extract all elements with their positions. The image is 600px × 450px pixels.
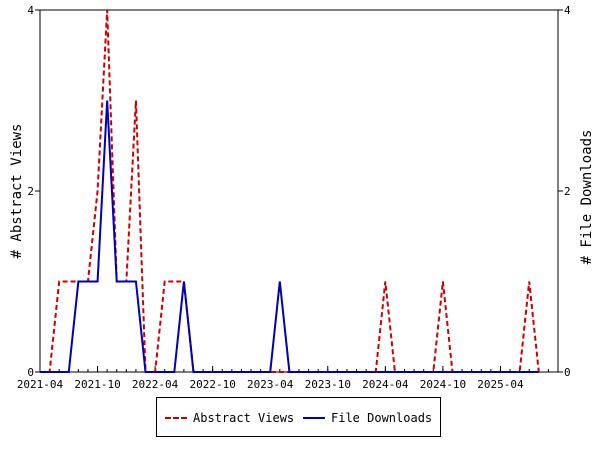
legend-item-abstract-views: Abstract Views [165, 410, 294, 426]
legend-label-abstract-views: Abstract Views [193, 411, 295, 425]
y2-tick-label: 2 [564, 185, 571, 198]
legend-swatch-file-downloads [303, 417, 325, 419]
series-line-abstract-views [40, 9, 540, 373]
x-tick-label: 2021-04 [17, 378, 64, 391]
x-tick-label: 2024-04 [362, 378, 409, 391]
x-tick-label: 2024-10 [420, 378, 466, 391]
x-tick-label: 2025-04 [477, 378, 524, 391]
x-tick-label: 2022-04 [132, 378, 179, 391]
y-tick-label: 2 [27, 185, 34, 198]
y-tick-label: 4 [27, 4, 34, 17]
legend: Abstract Views File Downloads [156, 397, 441, 437]
y2-tick-label: 4 [564, 4, 571, 17]
legend-swatch-abstract-views [165, 417, 187, 419]
y-axis-title: # Abstract Views [9, 124, 25, 259]
plot-frame [39, 9, 559, 373]
x-tick-label: 2021-10 [74, 378, 120, 391]
x-tick-label: 2023-04 [247, 378, 294, 391]
x-tick-label: 2023-10 [305, 378, 351, 391]
x-tick-label: 2022-10 [189, 378, 235, 391]
y2-tick-label: 0 [564, 366, 571, 379]
y-tick-label: 0 [27, 366, 34, 379]
legend-item-file-downloads: File Downloads [303, 410, 432, 426]
series-line-file-downloads [40, 100, 539, 373]
legend-label-file-downloads: File Downloads [331, 411, 433, 425]
y2-axis-title: # File Downloads [579, 130, 595, 265]
